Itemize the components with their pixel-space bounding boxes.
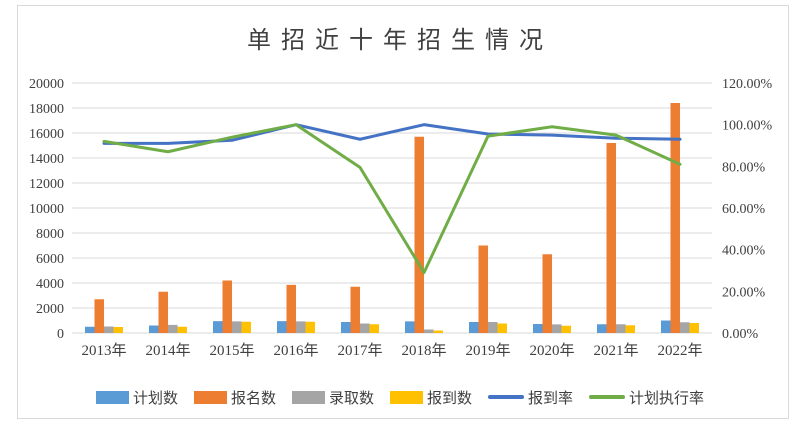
x-axis-tick-label: 2022年	[657, 342, 702, 359]
y-axis-left-tick-label: 8000	[36, 227, 64, 242]
legend-item-plan-count: 计划数	[95, 387, 178, 408]
bar-applicant-count	[414, 136, 424, 333]
bar-reported-count	[113, 327, 123, 333]
y-axis-right-tick-label: 100.00%	[722, 119, 773, 134]
x-axis-tick-label: 2017年	[337, 342, 382, 359]
legend-item-plan-execution-rate: 计划执行率	[589, 387, 704, 408]
bar-applicant-count	[606, 143, 616, 333]
bar-plan-count	[341, 322, 351, 333]
bar-reported-count	[177, 326, 187, 333]
y-axis-right-tick-label: 20.00%	[722, 285, 766, 300]
bar-applicant-count	[286, 284, 296, 333]
bar-plan-count	[149, 325, 159, 333]
y-axis-left-tick-label: 0	[57, 327, 64, 342]
bar-plan-count	[661, 320, 671, 333]
line-plan-execution-rate	[102, 123, 682, 275]
bar-applicant-count	[542, 254, 552, 333]
y-axis-right-tick-label: 0.00%	[722, 327, 759, 342]
bar-applicant-count	[350, 286, 360, 333]
x-axis-tick-label: 2021年	[593, 342, 638, 359]
bar-admitted-count	[232, 321, 242, 333]
x-axis-tick-label: 2016年	[273, 342, 318, 359]
bar-admitted-count	[488, 322, 498, 333]
bar-reported-count	[689, 323, 699, 333]
bar-admitted-count	[616, 324, 626, 333]
x-axis-tick-label: 2020年	[529, 342, 574, 359]
legend-swatch-applicant-count	[193, 390, 227, 404]
legend-swatch-reported-count	[390, 390, 423, 404]
x-axis-tick-label: 2014年	[145, 342, 190, 359]
legend-label-applicant-count: 报名数	[230, 390, 276, 407]
x-axis-tick-label: 2013年	[81, 342, 126, 359]
bar-admitted-count	[680, 322, 690, 333]
x-axis-tick-label: 2018年	[401, 342, 446, 359]
y-axis-left-tick-label: 4000	[36, 277, 64, 292]
bar-reported-count	[625, 325, 635, 333]
bar-reported-count	[497, 323, 507, 333]
y-axis-left-tick-label: 14000	[29, 152, 64, 167]
legend-swatch-admitted-count	[291, 390, 325, 404]
y-axis-left-tick-label: 10000	[29, 202, 64, 217]
legend-label-plan-count: 计划数	[132, 390, 178, 407]
bar-reported-count	[369, 324, 379, 333]
bar-plan-count	[469, 322, 479, 333]
bar-admitted-count	[360, 323, 370, 333]
legend-swatch-plan-execution-rate	[589, 395, 626, 399]
legend-swatch-plan-count	[95, 390, 129, 404]
x-axis-tick-label: 2015年	[209, 342, 254, 359]
legend-item-applicant-count: 报名数	[193, 387, 276, 408]
bar-applicant-count	[478, 245, 488, 333]
legend-item-reported-count: 报到数	[390, 387, 472, 408]
bar-admitted-count	[552, 324, 562, 333]
bar-admitted-count	[296, 321, 306, 333]
y-axis-right-tick-label: 80.00%	[722, 160, 766, 175]
y-axis-left-tick-label: 2000	[36, 302, 64, 317]
bar-admitted-count	[424, 329, 434, 333]
legend-item-report-rate: 报到率	[488, 387, 573, 408]
y-axis-left-tick-label: 16000	[29, 127, 64, 142]
bar-plan-count	[597, 324, 607, 333]
chart-title: 单招近十年招生情况	[247, 28, 553, 54]
bar-applicant-count	[94, 299, 104, 333]
y-axis-left-tick-label: 18000	[29, 102, 64, 117]
bar-plan-count	[213, 321, 223, 333]
line-report-rate	[102, 123, 682, 145]
y-axis-right-tick-label: 40.00%	[722, 244, 766, 259]
legend-swatch-report-rate	[488, 395, 525, 399]
legend-item-admitted-count: 录取数	[291, 387, 374, 408]
y-axis-left-tick-label: 12000	[29, 177, 64, 192]
bar-reported-count	[305, 321, 315, 333]
bar-plan-count	[533, 324, 543, 333]
bar-applicant-count	[222, 280, 232, 333]
bar-applicant-count	[158, 291, 168, 333]
y-axis-left-tick-label: 6000	[36, 252, 64, 267]
bar-admitted-count	[104, 326, 114, 333]
bar-plan-count	[85, 326, 95, 333]
x-axis-tick-label: 2019年	[465, 342, 510, 359]
bar-applicant-count	[670, 103, 680, 333]
bar-plan-count	[405, 321, 415, 333]
bar-plan-count	[277, 321, 287, 333]
y-axis-right-tick-label: 60.00%	[722, 202, 766, 217]
legend-label-plan-execution-rate: 计划执行率	[629, 390, 705, 407]
chart-legend: 计划数 报名数 录取数 报到数 报到率 计划执行率	[0, 383, 800, 411]
legend-label-reported-count: 报到数	[427, 390, 473, 407]
bar-reported-count	[241, 321, 251, 333]
bar-reported-count	[561, 325, 571, 333]
y-axis-left-tick-label: 20000	[29, 77, 64, 92]
bar-admitted-count	[168, 324, 178, 333]
y-axis-right-tick-label: 120.00%	[722, 77, 773, 92]
legend-label-report-rate: 报到率	[528, 390, 574, 407]
legend-label-admitted-count: 录取数	[328, 390, 374, 407]
bar-reported-count	[433, 330, 443, 333]
